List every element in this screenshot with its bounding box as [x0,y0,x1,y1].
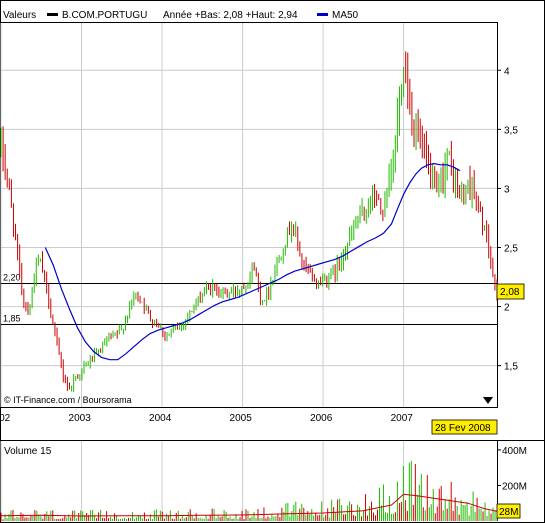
volume-bars [0,460,498,521]
y-tick-label: 1,5 [504,362,518,373]
legend-prefix: Valeurs [3,10,36,21]
x-tick-label: 2002 [0,413,11,424]
y-tick-label: 3 [504,184,510,195]
legend-ma-label: MA50 [332,10,359,21]
x-tick-label: 2004 [149,413,172,424]
scroll-down-arrow-icon[interactable] [483,397,493,404]
last-volume-badge: 28M [496,503,521,519]
volume-tick-label: 400M [502,446,527,457]
ma50-line [44,162,461,361]
x-tick-label: 2006 [310,413,333,424]
volume-title: Volume 15 [4,446,52,457]
price-axis-ticks: 1,5 2 2,5 3 3,5 4 [497,66,518,373]
volume-panel: Volume 15 200M 400M 28M [0,440,544,521]
last-price-badge: 2,08 [496,283,525,300]
legend: Valeurs B.COM.PORTUGU Année +Bas: 2,08 +… [3,10,359,21]
last-price-badge-box [496,283,525,300]
date-badge-text: 28 Fev 2008 [435,423,491,434]
y-tick-label: 4 [504,66,510,77]
last-volume-badge-box [496,503,521,519]
legend-instrument-swatch [47,13,58,16]
volume-axis-ticks: 200M 400M [497,446,527,492]
y-tick-label: 3,5 [504,125,518,136]
credit-text: © IT-Finance.com / Boursorama [4,395,132,405]
x-tick-label: 2003 [69,413,92,424]
y-tick-label: 2 [504,303,510,314]
date-badge: 28 Fev 2008 [431,419,498,435]
volume-ma-line [0,493,498,517]
x-tick-label: 2005 [230,413,253,424]
price-candles [0,51,498,392]
legend-stats: Année +Bas: 2,08 +Haut: 2,94 [163,10,298,21]
legend-ma-swatch [317,13,328,16]
reference-line-label: 1,85 [3,314,21,324]
price-panel: 2,201,85 1,522,533,54 200220032004200520… [0,22,525,435]
last-volume-label: 28M [499,507,518,518]
last-price-label: 2,08 [500,287,520,298]
date-badge-box [431,419,498,435]
date-axis-ticks: 2002 2003 2004 2005 2006 2007 [0,413,413,424]
legend-instrument: B.COM.PORTUGU [62,10,147,21]
x-tick-label: 2007 [391,413,414,424]
y-tick-label: 2,5 [504,243,518,254]
volume-tick-label: 200M [502,481,527,492]
reference-lines: 2,20 1,85 [1,273,497,325]
reference-line-label: 2,20 [3,273,21,283]
